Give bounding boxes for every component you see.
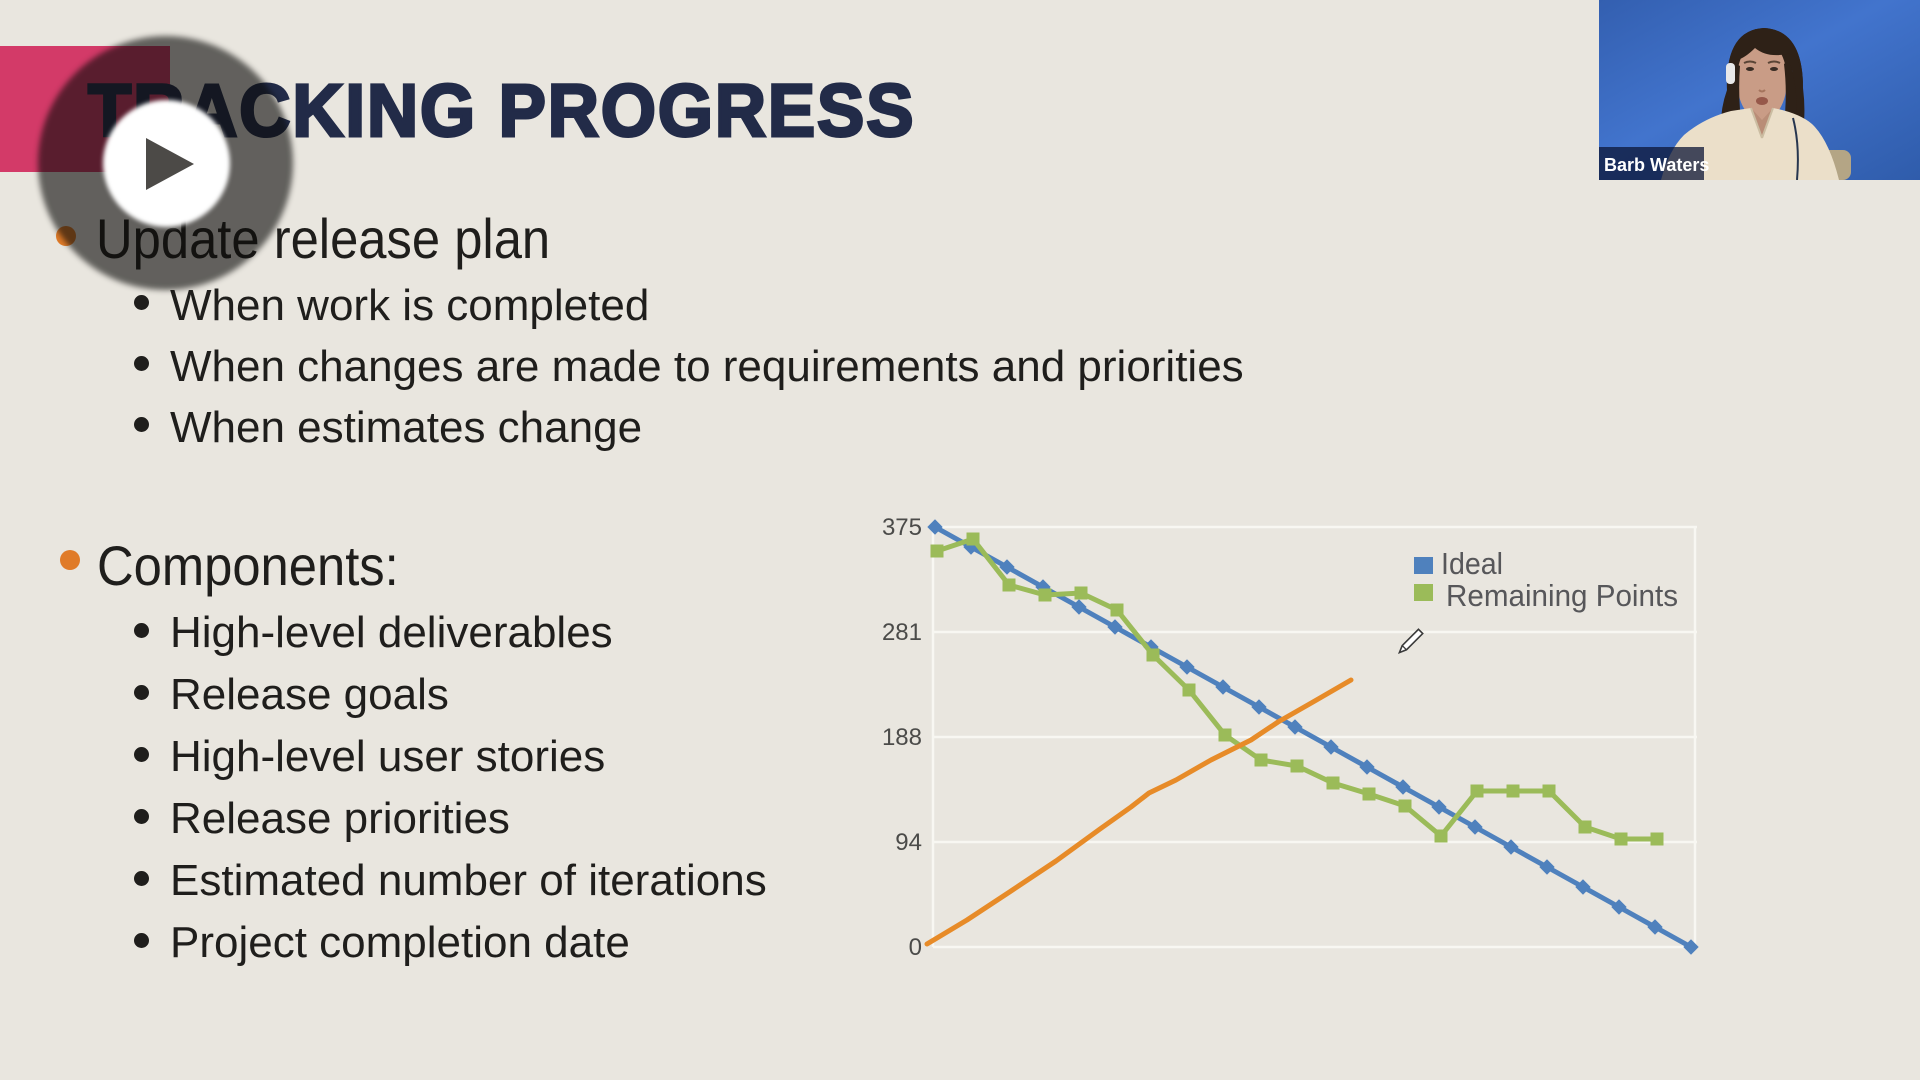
svg-text:188: 188 bbox=[882, 724, 922, 751]
svg-text:281: 281 bbox=[882, 619, 922, 646]
svg-text:94: 94 bbox=[895, 829, 922, 856]
svg-text:Barb Waters: Barb Waters bbox=[1604, 155, 1709, 175]
svg-text:Ideal: Ideal bbox=[1441, 546, 1503, 581]
svg-text:Remaining Points: Remaining Points bbox=[1446, 578, 1678, 613]
svg-text:0: 0 bbox=[909, 934, 922, 961]
svg-text:375: 375 bbox=[882, 514, 922, 541]
